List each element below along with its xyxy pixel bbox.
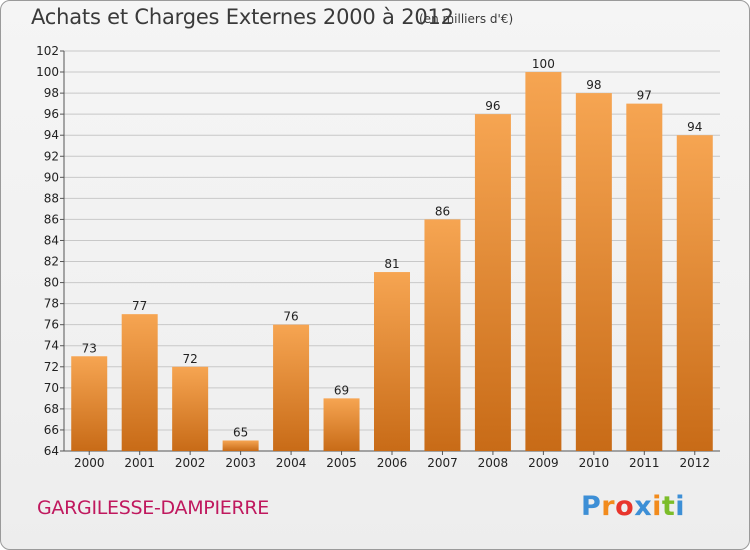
logo-letter: i xyxy=(675,491,686,522)
bar-2007 xyxy=(424,219,461,451)
y-tick-label: 92 xyxy=(44,149,59,163)
data-label-2006: 81 xyxy=(384,257,399,271)
data-label-2010: 98 xyxy=(586,78,601,92)
x-tick-label: 2000 xyxy=(74,456,105,470)
logo-letter: t xyxy=(661,491,676,522)
data-label-2009: 100 xyxy=(532,57,555,71)
y-tick-label: 66 xyxy=(44,423,59,437)
data-label-2001: 77 xyxy=(132,299,147,313)
x-tick-label: 2005 xyxy=(326,456,357,470)
y-tick-label: 76 xyxy=(44,318,59,332)
bar-2009 xyxy=(525,72,562,451)
y-tick-label: 88 xyxy=(44,191,59,205)
data-label-2011: 97 xyxy=(637,89,652,103)
y-tick-label: 68 xyxy=(44,402,59,416)
y-tick-label: 78 xyxy=(44,297,59,311)
x-tick-label: 2011 xyxy=(629,456,660,470)
bar-2000 xyxy=(71,356,108,451)
logo-letter: i xyxy=(652,491,662,522)
x-tick-label: 2001 xyxy=(124,456,155,470)
y-tick-label: 96 xyxy=(44,107,59,121)
x-tick-label: 2002 xyxy=(175,456,206,470)
data-label-2007: 86 xyxy=(435,204,450,218)
bar-2002 xyxy=(172,366,209,451)
data-label-2004: 76 xyxy=(283,310,298,324)
bar-2005 xyxy=(323,398,360,451)
chart-title: Achats et Charges Externes 2000 à 2012 xyxy=(31,5,454,29)
x-tick-label: 2003 xyxy=(225,456,256,470)
bar-2006 xyxy=(374,272,410,451)
y-tick-label: 102 xyxy=(36,44,59,58)
logo-letter: o xyxy=(615,491,635,522)
logo-letter: r xyxy=(601,491,616,522)
bar-2003 xyxy=(222,440,259,451)
x-tick-label: 2012 xyxy=(679,456,710,470)
bar-2001 xyxy=(121,314,158,451)
data-label-2008: 96 xyxy=(485,99,500,113)
bar-2011 xyxy=(626,103,663,451)
logo-letter: P xyxy=(581,491,602,522)
y-tick-label: 64 xyxy=(44,444,59,458)
data-label-2000: 73 xyxy=(82,341,97,355)
y-tick-label: 94 xyxy=(44,128,59,142)
x-tick-label: 2007 xyxy=(427,456,458,470)
x-tick-label: 2006 xyxy=(377,456,408,470)
y-tick-label: 84 xyxy=(44,233,59,247)
x-tick-label: 2010 xyxy=(579,456,610,470)
proxiti-logo[interactable]: Proxiti xyxy=(581,491,685,522)
commune-name: GARGILESSE-DAMPIERRE xyxy=(37,497,269,519)
y-tick-label: 98 xyxy=(44,86,59,100)
y-tick-label: 80 xyxy=(44,276,59,290)
y-tick-label: 82 xyxy=(44,255,59,269)
bar-2010 xyxy=(575,93,612,452)
y-tick-label: 86 xyxy=(44,212,59,226)
x-tick-label: 2009 xyxy=(528,456,559,470)
x-tick-label: 2008 xyxy=(478,456,509,470)
chart-subtitle: (en milliers d'€) xyxy=(419,12,514,26)
y-tick-label: 72 xyxy=(44,360,59,374)
bars xyxy=(71,72,713,452)
y-tick-label: 74 xyxy=(44,339,59,353)
labels: 64 66 68 70 72 74 76 78 80 82 84 86 88 90 92 94 96 98 100 1… xyxy=(36,44,710,470)
bar-2012 xyxy=(676,135,713,452)
y-tick-label: 70 xyxy=(44,381,59,395)
data-label-2002: 72 xyxy=(183,352,198,366)
bar-2004 xyxy=(273,324,310,451)
data-label-2012: 94 xyxy=(687,120,702,134)
x-tick-label: 2004 xyxy=(276,456,307,470)
bar-2008 xyxy=(474,114,511,451)
data-label-2003: 65 xyxy=(233,425,248,439)
logo-letter: x xyxy=(634,491,653,522)
y-tick-label: 100 xyxy=(36,65,59,79)
y-tick-label: 90 xyxy=(44,170,59,184)
data-label-2005: 69 xyxy=(334,383,349,397)
